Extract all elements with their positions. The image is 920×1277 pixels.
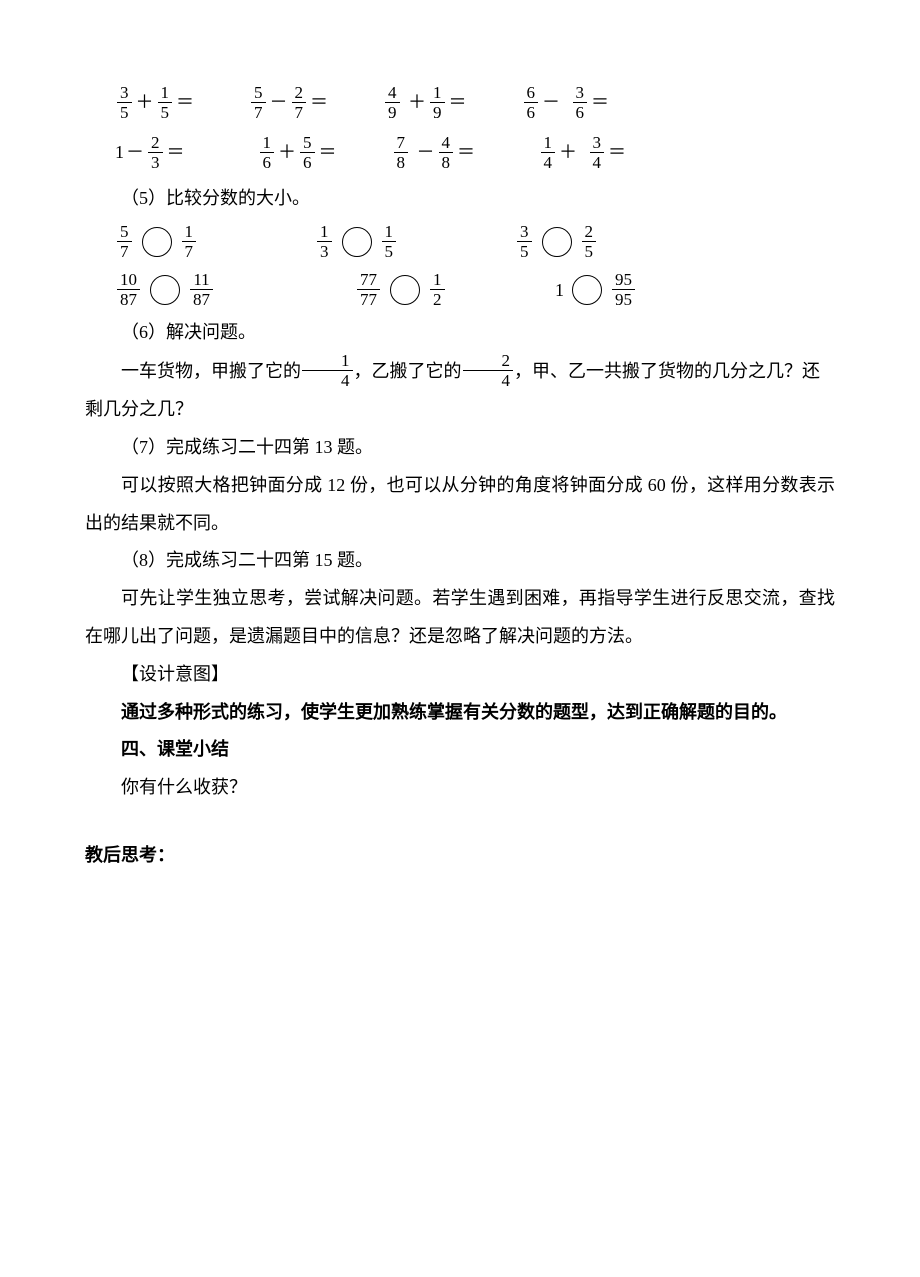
design-intent-text: 通过多种形式的练习，使学生更加熟练掌握有关分数的题型，达到正确解题的目的。 [85,694,835,732]
answer-circle[interactable] [390,275,420,305]
expr: 35 ＋ 15 ＝ [115,84,194,121]
section-5-heading: （5）比较分数的大小。 [85,180,835,218]
section-4-question: 你有什么收获？ [85,769,835,807]
comparison-row-1: 57 17 13 15 35 25 [115,218,835,266]
comp-item: 13 15 [315,223,515,260]
expr: 49 ＋ 19 ＝ [383,84,467,121]
post-teaching-reflection: 教后思考： [85,837,835,875]
comp-item: 1 9595 [555,271,755,308]
expr: 66 － 36 ＝ [522,84,610,121]
comp-item: 7777 12 [355,271,555,308]
comp-item: 35 25 [515,223,715,260]
expr: 57 － 27 ＝ [249,84,328,121]
expr: 14 ＋ 34 ＝ [530,134,626,171]
expr: 78 － 48 ＝ [392,134,476,171]
answer-circle[interactable] [342,227,372,257]
comp-item: 57 17 [115,223,315,260]
arithmetic-row-1: 35 ＋ 15 ＝ 57 － 27 ＝ 49 ＋ 19 ＝ 66 － 36 ＝ [115,80,835,124]
section-6-heading: （6）解决问题。 [85,314,835,352]
document-page: 35 ＋ 15 ＝ 57 － 27 ＝ 49 ＋ 19 ＝ 66 － 36 ＝ … [0,0,920,1277]
section-7-text: 可以按照大格把钟面分成 12 份，也可以从分钟的角度将钟面分成 60 份，这样用… [85,467,835,543]
section-8-text: 可先让学生独立思考，尝试解决问题。若学生遇到困难，再指导学生进行反思交流，查找在… [85,580,835,656]
section-8-heading: （8）完成练习二十四第 15 题。 [85,542,835,580]
answer-circle[interactable] [150,275,180,305]
expr: 16 ＋ 56 ＝ [258,134,337,171]
section-7-heading: （7）完成练习二十四第 13 题。 [85,429,835,467]
answer-circle[interactable] [142,227,172,257]
comparison-row-2: 1087 1187 7777 12 1 9595 [115,266,835,314]
answer-circle[interactable] [542,227,572,257]
expr: 1 － 23 ＝ [115,134,203,171]
arithmetic-row-2: 1 － 23 ＝ 16 ＋ 56 ＝ 78 － 48 ＝ 14 ＋ 34 ＝ [115,130,835,174]
design-intent-label: 【设计意图】 [85,656,835,694]
answer-circle[interactable] [572,275,602,305]
problem-6-text-cont: 剩几分之几？ [85,391,835,429]
comp-item: 1087 1187 [115,271,355,308]
problem-6-text: 一车货物，甲搬了它的14，乙搬了它的24，甲、乙一共搬了货物的几分之几？还 [85,352,835,392]
section-4-heading: 四、课堂小结 [85,731,835,769]
